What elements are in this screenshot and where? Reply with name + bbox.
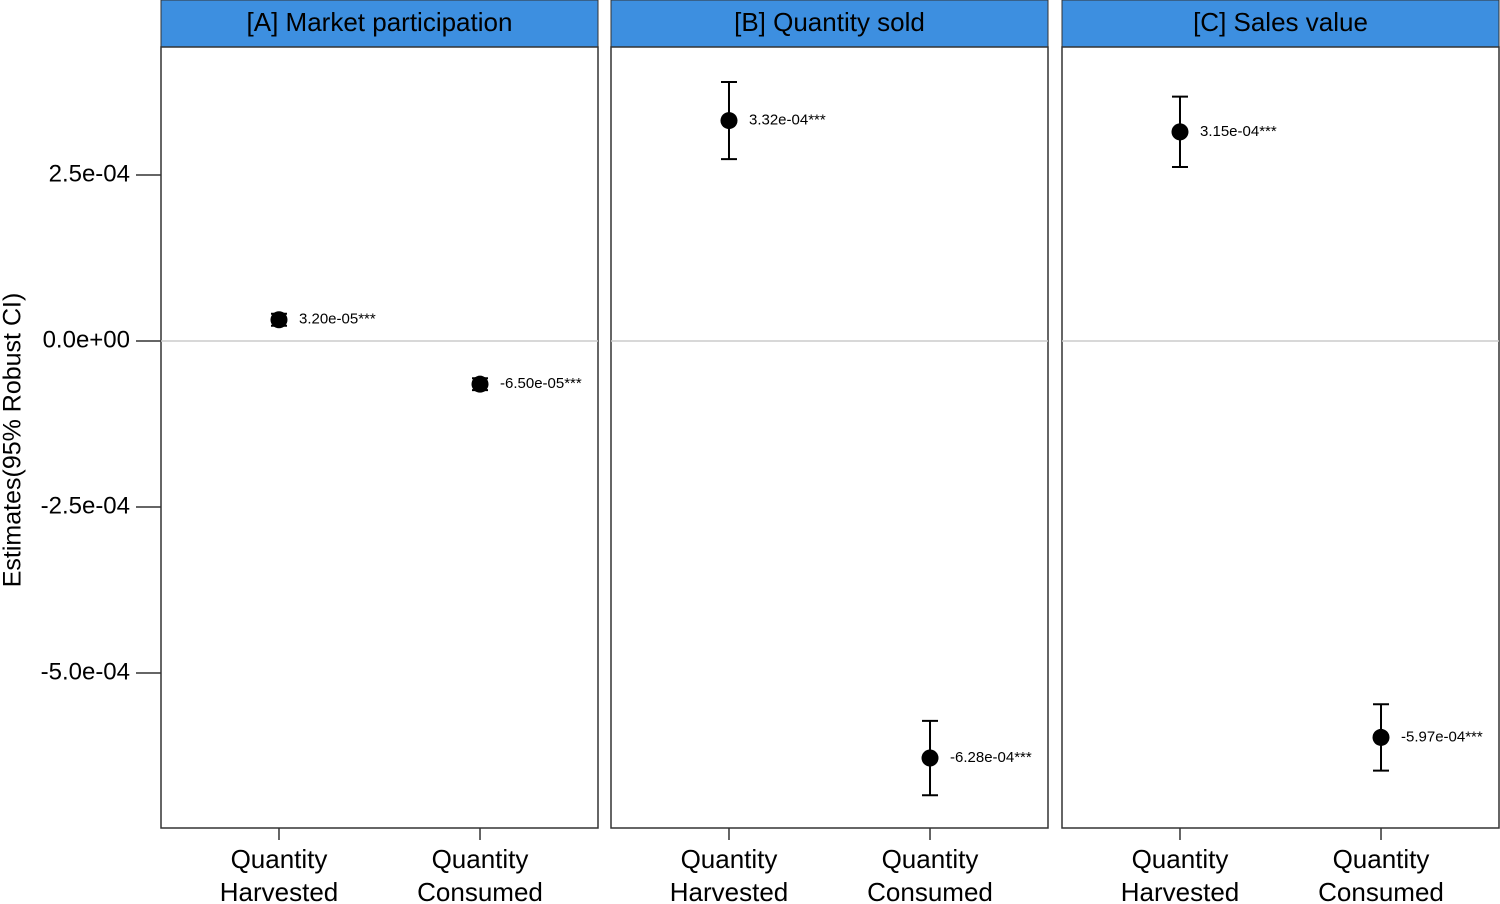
panel-title: [B] Quantity sold <box>734 7 925 37</box>
panel-title: [A] Market participation <box>247 7 513 37</box>
y-tick-label: 0.0e+00 <box>43 326 130 353</box>
point <box>270 311 288 329</box>
y-axis-label: Estimates(95% Robust CI) <box>0 293 27 588</box>
x-tick-label: Quantity Harvested <box>1120 844 1240 904</box>
value-label: 3.32e-04*** <box>749 112 826 129</box>
value-label: -6.28e-04*** <box>950 749 1032 766</box>
panel <box>610 46 1049 829</box>
panel-title: [C] Sales value <box>1193 7 1368 37</box>
x-tick-label: Quantity Consumed <box>1318 844 1444 904</box>
x-tick-label: Quantity Harvested <box>219 844 339 904</box>
strip <box>1061 0 1500 48</box>
x-tick-label: Quantity Harvested <box>669 844 789 904</box>
point <box>471 375 489 393</box>
panel <box>1061 46 1500 829</box>
value-label: -6.50e-05*** <box>500 375 582 392</box>
point <box>720 112 738 130</box>
point <box>921 749 939 767</box>
point <box>1372 728 1390 746</box>
strip <box>160 0 599 48</box>
point <box>1171 123 1189 141</box>
value-label: 3.15e-04*** <box>1200 123 1277 140</box>
x-tick-label: Quantity Consumed <box>417 844 543 904</box>
y-tick-label: -5.0e-04 <box>41 658 130 685</box>
panel <box>160 46 599 829</box>
x-tick-label: Quantity Consumed <box>867 844 993 904</box>
y-tick-label: -2.5e-04 <box>41 492 130 519</box>
y-tick-label: 2.5e-04 <box>49 160 130 187</box>
value-label: 3.20e-05*** <box>299 311 376 328</box>
value-label: -5.97e-04*** <box>1401 728 1483 745</box>
strip <box>610 0 1049 48</box>
